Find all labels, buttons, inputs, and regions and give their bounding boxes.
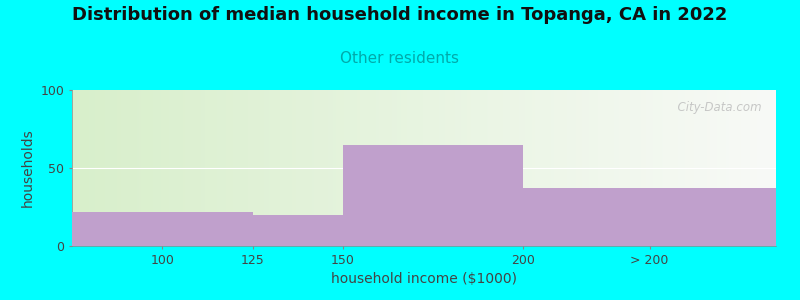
Text: Distribution of median household income in Topanga, CA in 2022: Distribution of median household income …: [72, 6, 728, 24]
Y-axis label: households: households: [21, 129, 35, 207]
Bar: [523, 188, 776, 246]
Text: City-Data.com: City-Data.com: [670, 101, 762, 114]
Bar: [342, 145, 523, 246]
Bar: [72, 212, 253, 246]
X-axis label: household income ($1000): household income ($1000): [331, 272, 517, 286]
Text: Other residents: Other residents: [341, 51, 459, 66]
Bar: [253, 215, 342, 246]
